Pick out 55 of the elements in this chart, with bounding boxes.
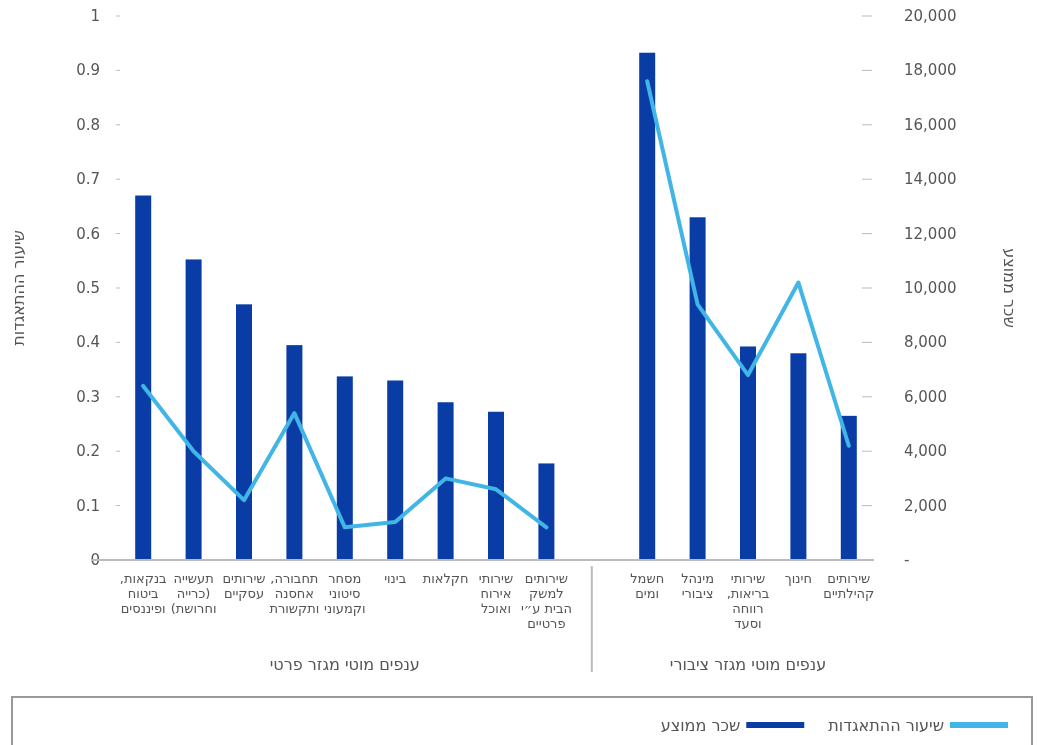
category: מינהל ציבורי (681, 571, 714, 601)
bar (740, 346, 756, 560)
bar (437, 402, 454, 560)
category: חינוך (784, 571, 812, 586)
y-tick-label: 0.1 (76, 496, 100, 515)
y2-tick-label: 16,000 (904, 115, 957, 134)
y2-tick-label: 4,000 (904, 442, 947, 461)
y-tick-label: 0.6 (76, 224, 100, 243)
y2-tick-label: 6,000 (904, 387, 947, 406)
bar (488, 411, 504, 560)
bar (538, 463, 555, 560)
bar (840, 415, 857, 560)
y-tick-label: 1 (90, 7, 100, 25)
category: שירותי אירוח ואוכל (478, 571, 514, 616)
bar (639, 52, 656, 560)
legend-label: שיעור ההתאגדות (828, 716, 944, 735)
y2-tick-label: 20,000 (904, 7, 957, 25)
bar (286, 345, 303, 560)
y2-tick-label: 8,000 (904, 333, 947, 352)
category: בנקאות, ביטוח ופיננסים (119, 571, 167, 616)
category: שירותים עסקיים (222, 571, 266, 601)
y-tick-label: 0.2 (76, 442, 100, 461)
bar (135, 195, 152, 560)
legend-label: שכר ממוצע (660, 716, 741, 735)
bar (336, 376, 353, 560)
category: חשמל ומים (630, 571, 665, 601)
y-tick-label: 0.9 (76, 61, 100, 80)
category: שירותים למשק הבית ע״י פרטיים (520, 571, 572, 631)
y-axis-title: שיעור ההתאגדות (9, 230, 28, 346)
y2-tick-label: 12,000 (904, 224, 957, 243)
category: שירותי בריאות, רווחה וסעד (726, 571, 770, 631)
bar (387, 380, 404, 560)
bar (689, 217, 706, 560)
annotation: ענפים מוטי מגזר פרטי (269, 655, 420, 674)
annotation: ענפים מוטי מגזר ציבורי (669, 655, 827, 674)
category: שירותים קהילתיים (823, 571, 875, 601)
y2-tick-label: - (904, 551, 910, 569)
category: בינוי (384, 571, 407, 586)
y-tick-label: 0.3 (76, 387, 100, 406)
category: חקלאות (422, 571, 469, 586)
category: תחבורה, אחסנה ותקשורת (269, 571, 320, 616)
y2-tick-label: 14,000 (904, 170, 957, 189)
y-tick-label: 0.8 (76, 115, 100, 134)
y-tick-label: 0.4 (76, 333, 100, 352)
y-tick-label: 0.7 (76, 170, 100, 189)
category: תעשייה (כרייה וחרושת) (170, 571, 217, 616)
bar (185, 259, 202, 560)
bar (236, 304, 252, 560)
y-tick-label: 0.5 (76, 279, 100, 297)
category: מסחר סיטוני וקמעוני (324, 571, 366, 616)
y2-axis-title: שכר ממוצע (1000, 248, 1019, 328)
y2-tick-label: 18,000 (904, 61, 957, 80)
y2-tick-label: 2,000 (904, 496, 947, 515)
y2-tick-label: 10,000 (904, 279, 957, 297)
bar (790, 353, 807, 560)
